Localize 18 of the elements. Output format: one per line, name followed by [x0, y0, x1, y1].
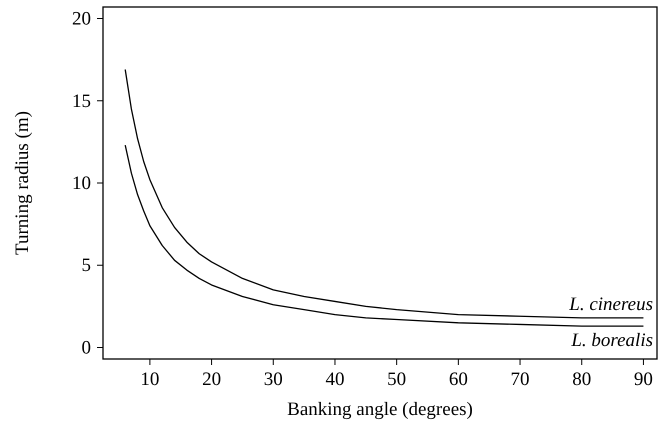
x-tick-label: 30	[264, 369, 283, 390]
y-tick-label: 20	[72, 8, 91, 30]
series-label: L. borealis	[570, 330, 653, 352]
y-tick-label: 10	[72, 173, 91, 194]
x-axis-title: Banking angle (degrees)	[287, 399, 473, 420]
y-axis-title: Turning radius (m)	[12, 111, 33, 255]
x-tick-label: 60	[448, 369, 468, 390]
y-tick-label: 5	[82, 255, 91, 276]
y-tick-label: 0	[82, 337, 91, 358]
y-tick-label: 15	[72, 90, 91, 112]
x-tick-label: 80	[572, 369, 592, 390]
x-tick-label: 70	[510, 369, 530, 390]
x-tick-label: 10	[140, 369, 160, 390]
series-label: L. cinereus	[568, 294, 653, 315]
x-tick-label: 40	[325, 369, 344, 390]
x-tick-label: 50	[387, 369, 406, 390]
x-tick-label: 90	[634, 369, 653, 390]
x-tick-label: 20	[202, 369, 222, 390]
